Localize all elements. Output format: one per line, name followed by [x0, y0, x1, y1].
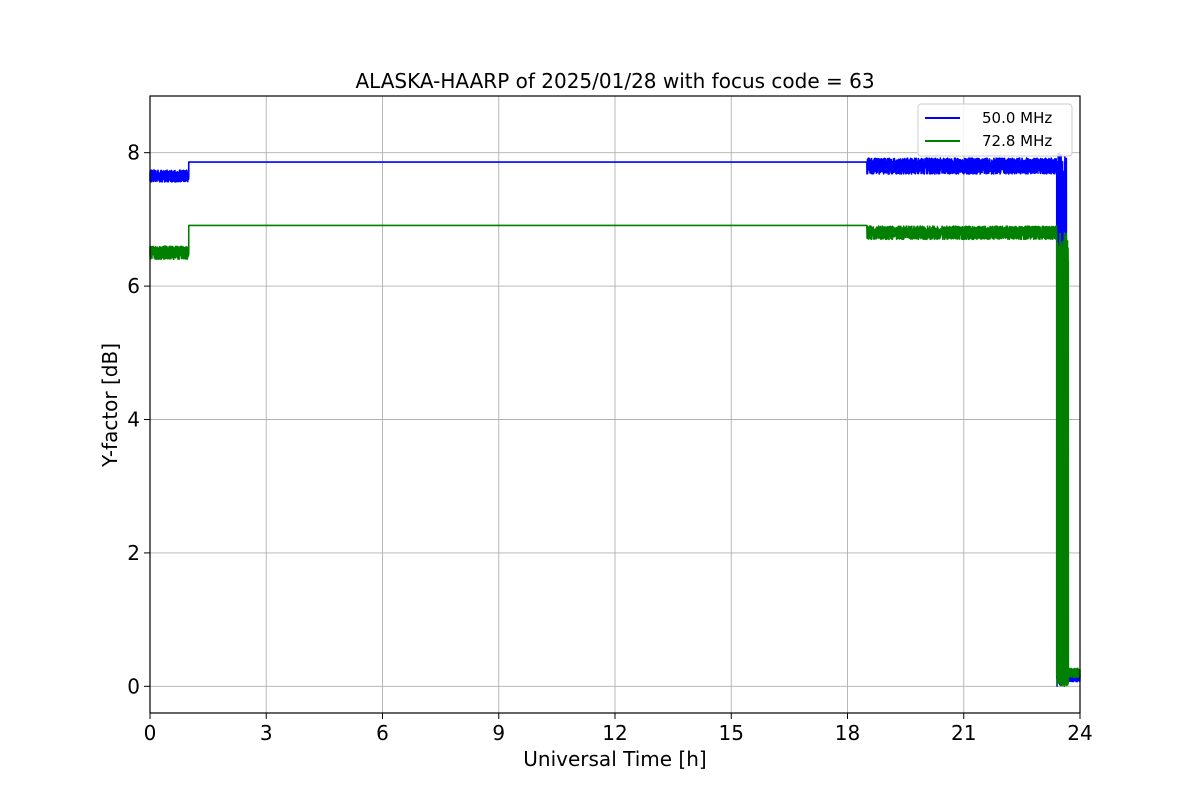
- y-axis: 0 2 4 6 8: [127, 141, 150, 698]
- y-tick-label: 4: [127, 408, 140, 432]
- chart-title: ALASKA-HAARP of 2025/01/28 with focus co…: [355, 69, 874, 93]
- series-line-0: [149, 152, 1081, 687]
- legend: 50.0 MHz 72.8 MHz: [917, 103, 1073, 157]
- x-tick-label: 15: [719, 721, 744, 745]
- series-line-1: [149, 224, 1081, 688]
- x-tick-label: 3: [260, 721, 273, 745]
- y-tick-label: 2: [127, 541, 140, 565]
- x-tick-label: 9: [492, 721, 505, 745]
- x-axis-label: Universal Time [h]: [523, 747, 706, 771]
- y-tick-label: 0: [127, 674, 140, 698]
- y-tick-label: 6: [127, 274, 140, 298]
- x-tick-label: 21: [951, 721, 976, 745]
- x-tick-label: 6: [376, 721, 389, 745]
- legend-label-1: 72.8 MHz: [982, 132, 1052, 150]
- x-axis: 0 3 6 9 12 15 18 21 24: [144, 713, 1093, 745]
- x-tick-label: 0: [144, 721, 157, 745]
- y-axis-label: Y-factor [dB]: [98, 343, 122, 468]
- x-tick-label: 12: [602, 721, 627, 745]
- x-tick-label: 18: [835, 721, 860, 745]
- legend-label-0: 50.0 MHz: [982, 109, 1052, 127]
- x-tick-label: 24: [1067, 721, 1092, 745]
- y-tick-label: 8: [127, 141, 140, 165]
- series-layer: [149, 152, 1081, 688]
